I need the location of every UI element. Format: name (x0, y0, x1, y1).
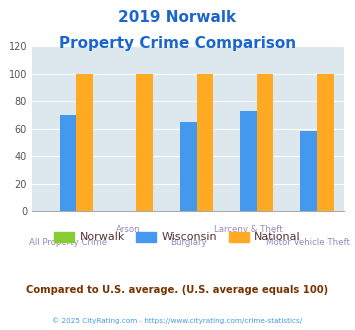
Bar (136, 74, 153, 211)
Bar (76, 74, 93, 211)
Bar (257, 74, 273, 211)
Text: 2019 Norwalk: 2019 Norwalk (119, 10, 236, 25)
Text: Burglary: Burglary (170, 238, 207, 247)
Legend: Norwalk, Wisconsin, National: Norwalk, Wisconsin, National (50, 227, 305, 247)
Bar (60, 115, 76, 211)
Text: Compared to U.S. average. (U.S. average equals 100): Compared to U.S. average. (U.S. average … (26, 285, 329, 295)
Bar (240, 111, 257, 211)
Text: © 2025 CityRating.com - https://www.cityrating.com/crime-statistics/: © 2025 CityRating.com - https://www.city… (53, 317, 302, 324)
Bar (197, 74, 213, 211)
Text: Motor Vehicle Theft: Motor Vehicle Theft (266, 238, 350, 247)
Text: Arson: Arson (116, 225, 140, 234)
Text: Larceny & Theft: Larceny & Theft (214, 225, 283, 234)
Bar (300, 131, 317, 211)
Bar (180, 122, 197, 211)
Bar (317, 74, 334, 211)
Text: Property Crime Comparison: Property Crime Comparison (59, 36, 296, 51)
Text: All Property Crime: All Property Crime (29, 238, 107, 247)
